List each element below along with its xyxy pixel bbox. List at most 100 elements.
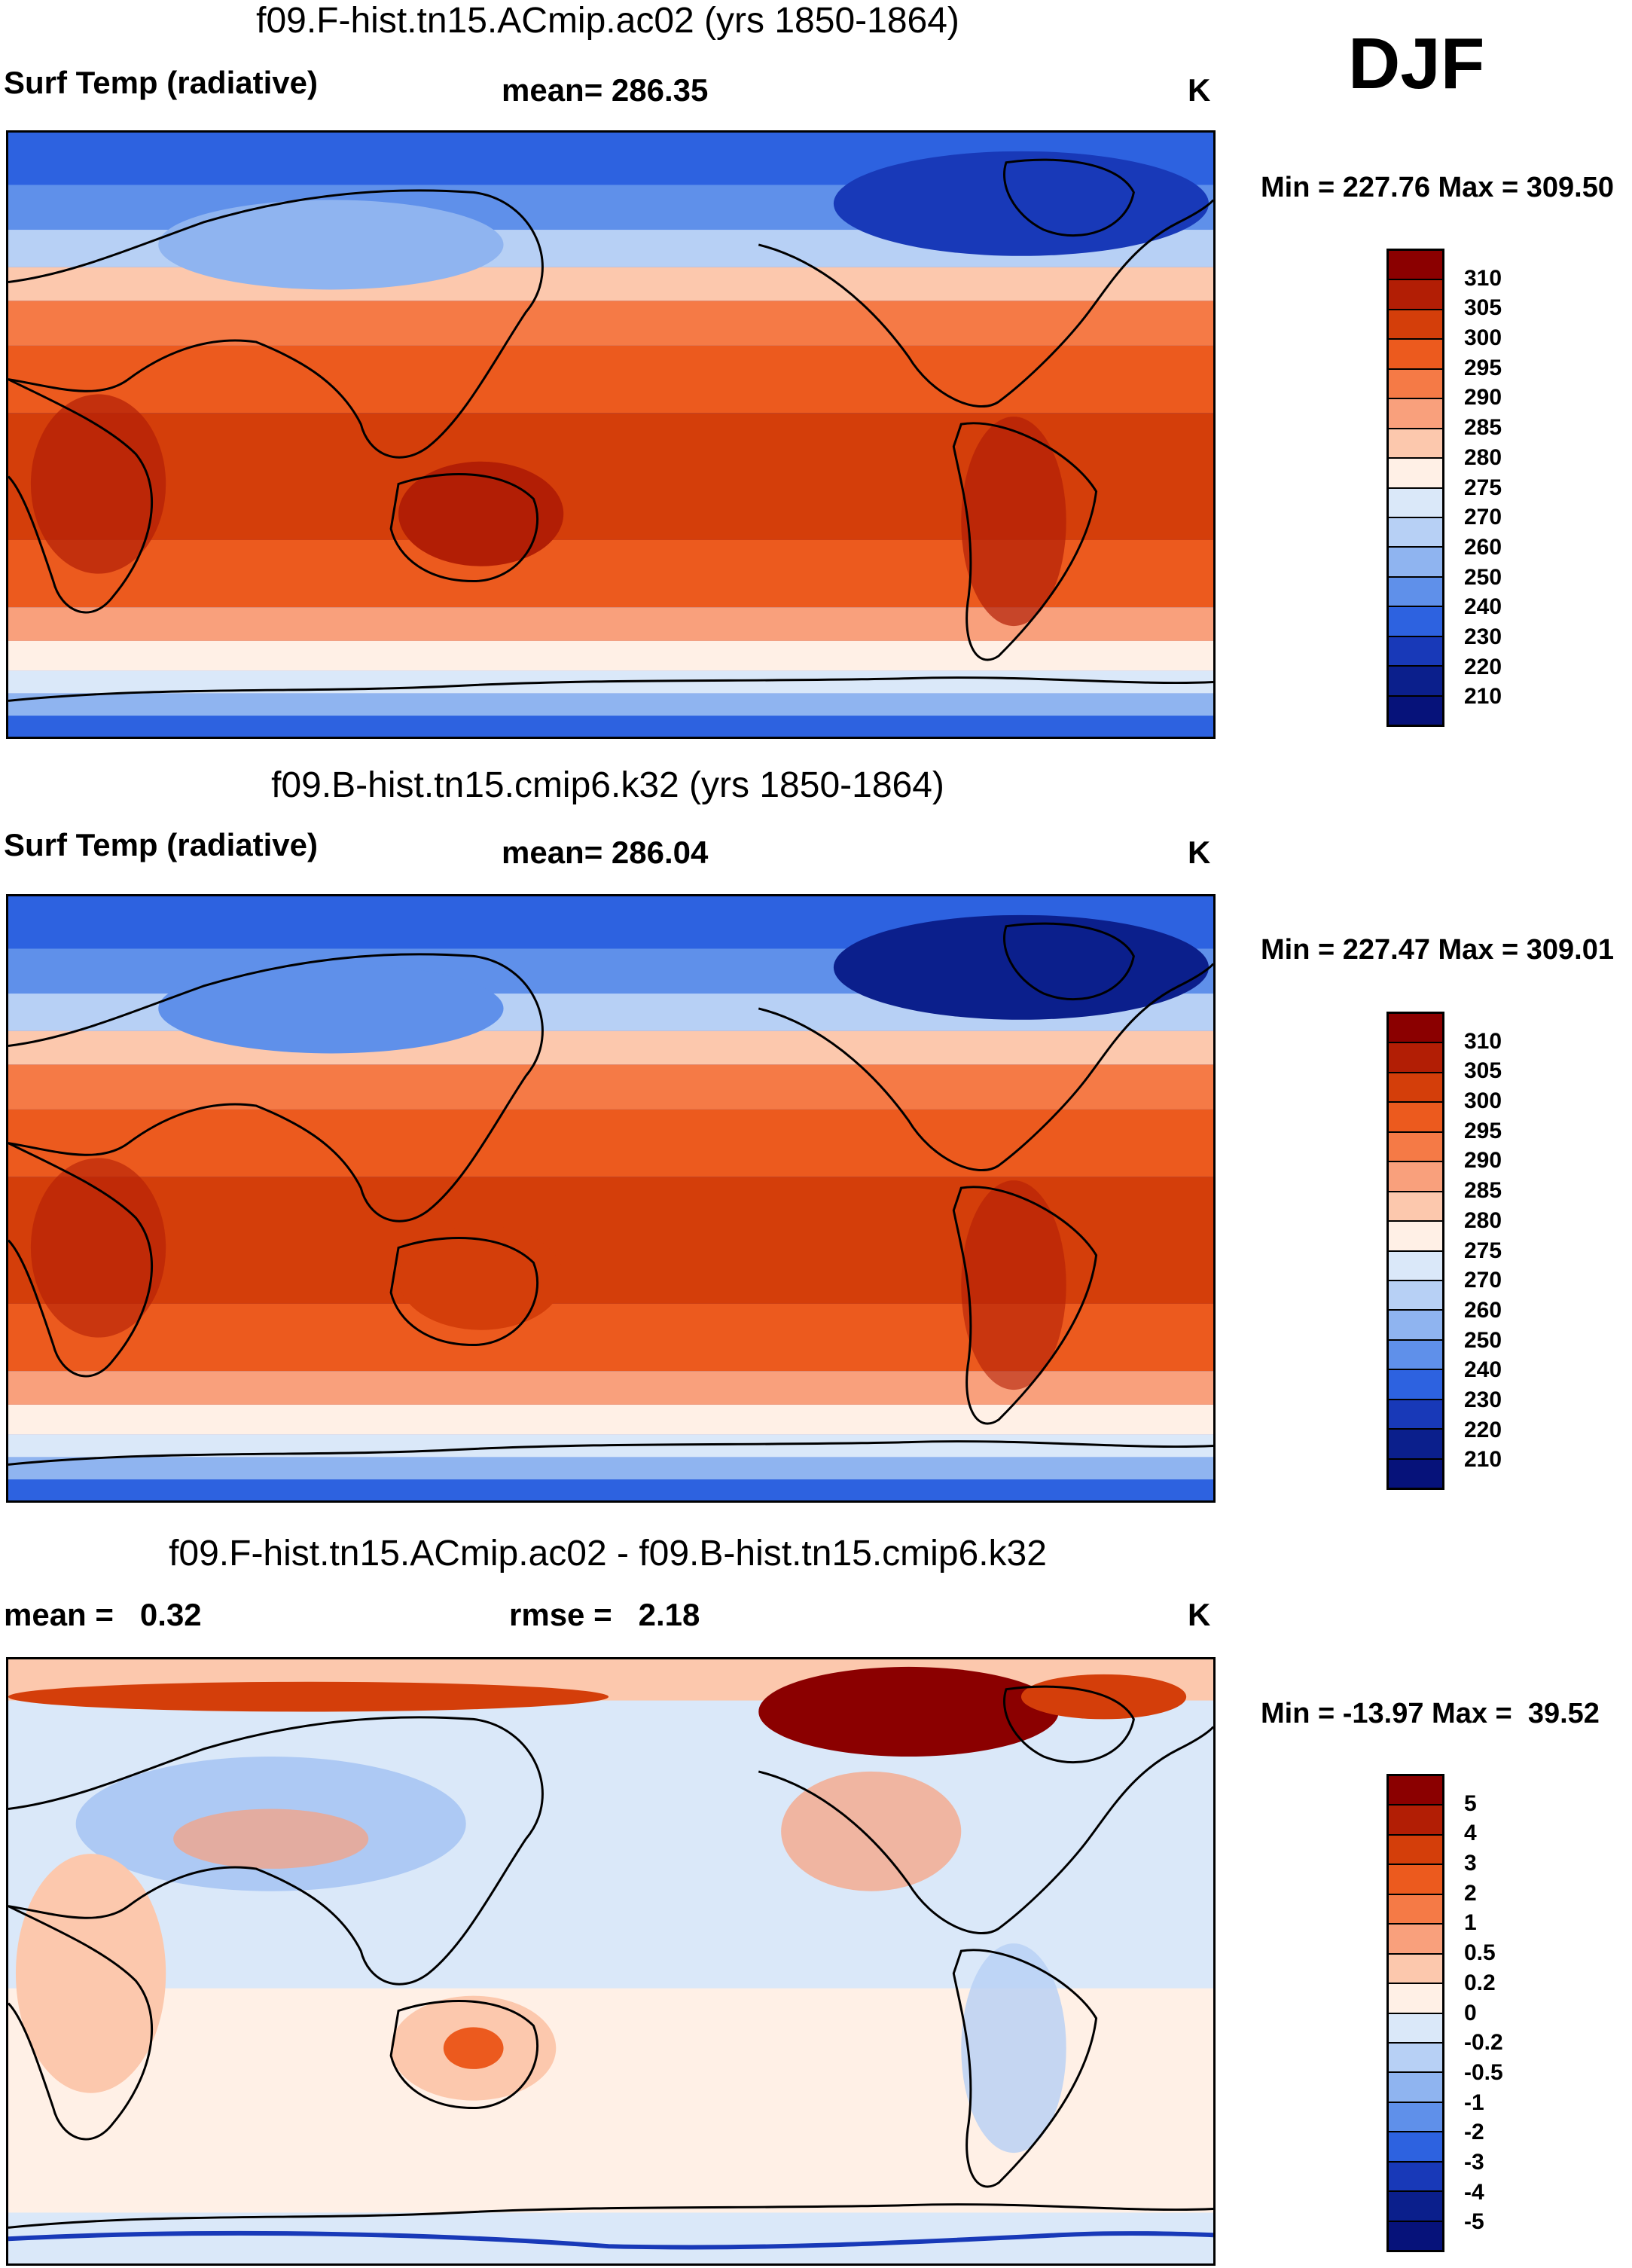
coast-antarctica: [8, 676, 1213, 702]
colorbar-tick-label: 290: [1464, 385, 1502, 411]
band-4: [8, 267, 1213, 301]
colorbar-segment: [1389, 1984, 1442, 2014]
colorbar-tick-label: 260: [1464, 534, 1502, 560]
canada-cold: [833, 914, 1210, 1020]
colorbar-tick-label: 250: [1464, 564, 1502, 590]
coast-greenland: [1003, 1685, 1135, 1764]
coast-antarctica: [8, 1440, 1213, 1466]
coast-south-america: [952, 1186, 1098, 1425]
colorbar-segment: [1389, 429, 1442, 459]
south-america-warm: [961, 1180, 1066, 1390]
panel-1-variable-label: Surf Temp (radiative): [4, 65, 318, 100]
colorbar-tick-label: 305: [1464, 1058, 1502, 1084]
colorbar-segment: [1389, 2013, 1442, 2044]
colorbar-tick-label: 210: [1464, 684, 1502, 710]
band-6: [8, 345, 1213, 414]
band-6: [8, 1109, 1213, 1177]
panel-3-colorbar-labels: 5 4 3 2 1 0.5 0.2 0 -0.2 -0.5 -1 -2 -3 -4 -5: [1464, 1774, 1539, 2252]
colorbar-tick-label: 280: [1464, 1207, 1502, 1233]
australia-center-patch: [443, 2027, 504, 2069]
colorbar-tick-label: 280: [1464, 444, 1502, 470]
band-12: [8, 1457, 1213, 1480]
colorbar-tick-label: 305: [1464, 295, 1502, 321]
coast-eurasia: [8, 189, 544, 459]
colorbar-segment: [1389, 1835, 1442, 1866]
colorbar-segment: [1389, 636, 1442, 667]
colorbar-segment: [1389, 1776, 1442, 1806]
south-america-patch: [961, 1943, 1066, 2154]
colorbar-tick-label: 270: [1464, 1268, 1502, 1293]
coast-greenland: [1003, 158, 1135, 237]
australia-warm: [398, 1225, 564, 1330]
colorbar-tick-label: 230: [1464, 624, 1502, 649]
colorbar-segment: [1389, 696, 1442, 725]
colorbar-segment: [1389, 1459, 1442, 1488]
colorbar-segment: [1389, 1925, 1442, 1955]
colorbar-segment: [1389, 1014, 1442, 1044]
panel-2-temperature-field: [8, 896, 1213, 1500]
panel-3-units: K: [1188, 1597, 1211, 1632]
colorbar-segment: [1389, 1192, 1442, 1223]
panel-3-title: f09.F-hist.tn15.ACmip.ac02 - f09.B-hist.…: [169, 1534, 1047, 1574]
panel-1-map: [6, 130, 1216, 739]
colorbar-segment: [1389, 1162, 1442, 1192]
band-13: [8, 716, 1213, 737]
colorbar-tick-label: -0.5: [1464, 2059, 1503, 2085]
colorbar-segment: [1389, 1894, 1442, 1925]
colorbar-tick-label: 250: [1464, 1327, 1502, 1353]
canada-cold: [833, 151, 1210, 256]
colorbar-segment: [1389, 667, 1442, 697]
panel-3-colorbar: [1386, 1774, 1444, 2252]
panel-2-units: K: [1188, 835, 1211, 870]
siberia-warm-patch: [8, 1681, 609, 1712]
colorbar-tick-label: -2: [1464, 2120, 1484, 2145]
colorbar-tick-label: 0.5: [1464, 1940, 1496, 1966]
colorbar-segment: [1389, 1251, 1442, 1281]
band-13: [8, 1479, 1213, 1500]
colorbar-tick-label: -5: [1464, 2209, 1484, 2235]
coast-eurasia: [8, 1716, 544, 1986]
coast-north-america: [758, 199, 1213, 408]
asia-warm-patch: [173, 1809, 369, 1869]
panel-1-minmax: Min = 227.76 Max = 309.50: [1261, 172, 1614, 203]
colorbar-segment: [1389, 1865, 1442, 1895]
africa-patch: [15, 1854, 166, 2093]
coast-eurasia: [8, 953, 544, 1223]
colorbar-segment: [1389, 488, 1442, 518]
panel-3-mean-label: mean = 0.32: [4, 1597, 202, 1632]
panel-3-rmse-label: rmse = 2.18: [509, 1597, 700, 1632]
colorbar-tick-label: -3: [1464, 2149, 1484, 2175]
colorbar-tick-label: 260: [1464, 1297, 1502, 1323]
colorbar-tick-label: 300: [1464, 325, 1502, 351]
band-5: [8, 301, 1213, 346]
panel-2-mean-label: mean= 286.04: [502, 835, 709, 870]
colorbar-tick-label: 240: [1464, 594, 1502, 620]
panel-2-minmax: Min = 227.47 Max = 309.01: [1261, 934, 1614, 966]
colorbar-segment: [1389, 577, 1442, 608]
panel-1-colorbar: [1386, 249, 1444, 727]
colorbar-tick-label: 295: [1464, 355, 1502, 380]
colorbar-tick-label: 310: [1464, 1028, 1502, 1054]
colorbar-tick-label: -1: [1464, 2089, 1484, 2115]
band-4: [8, 1030, 1213, 1065]
colorbar-segment: [1389, 1400, 1442, 1430]
colorbar-segment: [1389, 1103, 1442, 1133]
colorbar-segment: [1389, 1132, 1442, 1163]
panel-3-difference-field: [8, 1659, 1213, 2263]
colorbar-segment: [1389, 459, 1442, 489]
panel-1-title: f09.F-hist.tn15.ACmip.ac02 (yrs 1850-186…: [256, 1, 959, 41]
colorbar-segment: [1389, 517, 1442, 548]
colorbar-tick-label: 210: [1464, 1447, 1502, 1473]
coast-africa: [8, 1142, 153, 1378]
colorbar-tick-label: 275: [1464, 475, 1502, 500]
colorbar-segment: [1389, 310, 1442, 340]
panel-2-colorbar: [1386, 1012, 1444, 1490]
colorbar-segment: [1389, 1311, 1442, 1341]
panel-2-title: f09.B-hist.tn15.cmip6.k32 (yrs 1850-1864…: [271, 765, 944, 805]
coast-north-america: [758, 963, 1213, 1171]
colorbar-segment: [1389, 1281, 1442, 1311]
colorbar-tick-label: 290: [1464, 1148, 1502, 1174]
siberia-cold: [158, 963, 504, 1054]
colorbar-segment: [1389, 2132, 1442, 2163]
panel-1-units: K: [1188, 72, 1211, 108]
